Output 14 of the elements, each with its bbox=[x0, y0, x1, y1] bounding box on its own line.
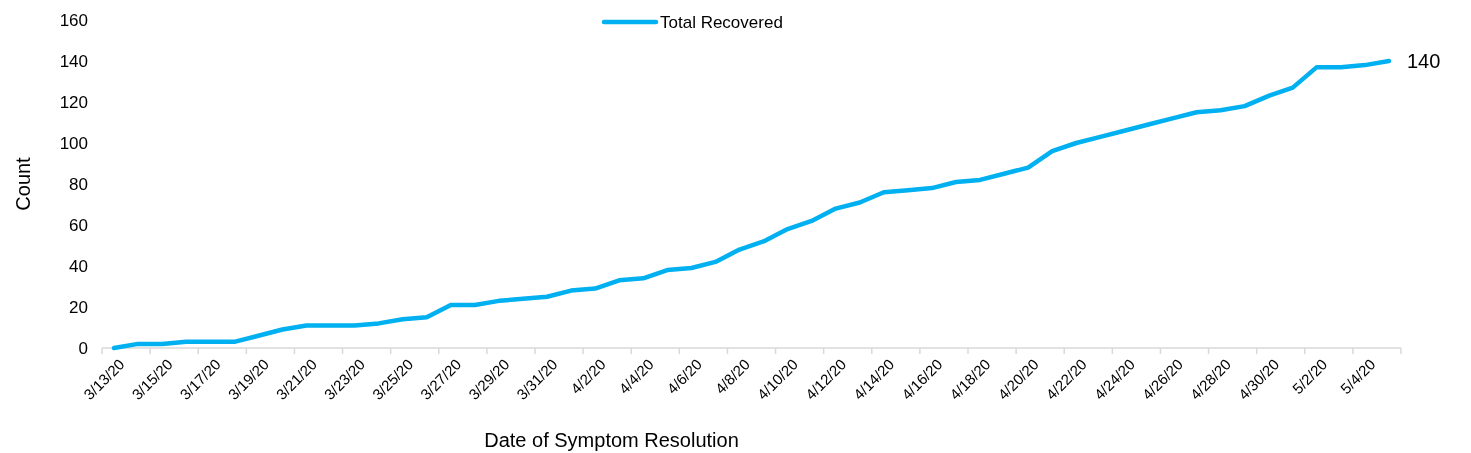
y-tick-label: 20 bbox=[69, 297, 88, 317]
x-axis-title: Date of Symptom Resolution bbox=[484, 429, 739, 451]
y-tick-label: 0 bbox=[78, 338, 88, 358]
y-tick-label: 160 bbox=[59, 10, 88, 30]
line-series bbox=[111, 58, 1392, 351]
y-tick-label: 40 bbox=[69, 256, 88, 276]
legend-label: Total Recovered bbox=[660, 12, 783, 32]
y-tick-label: 80 bbox=[69, 174, 88, 194]
y-tick-label: 140 bbox=[59, 51, 88, 71]
y-tick-label: 100 bbox=[59, 133, 88, 153]
y-axis-title: Count bbox=[12, 156, 34, 211]
y-tick-label: 120 bbox=[59, 92, 88, 112]
y-tick-label: 60 bbox=[69, 215, 88, 235]
data-label: 140 bbox=[1406, 50, 1441, 72]
